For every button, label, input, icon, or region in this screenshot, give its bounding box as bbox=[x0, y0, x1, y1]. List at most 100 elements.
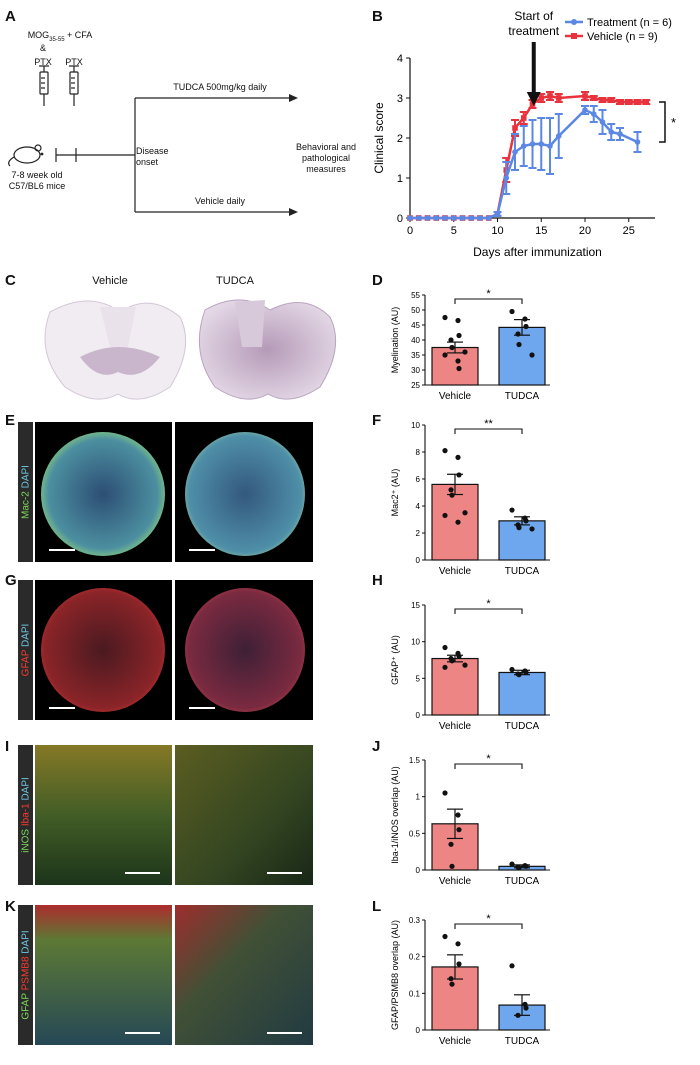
data-point bbox=[456, 653, 462, 659]
data-point bbox=[509, 861, 515, 867]
panel-label-a: A bbox=[5, 8, 16, 25]
data-point bbox=[625, 99, 632, 105]
data-point bbox=[448, 487, 454, 493]
data-point bbox=[555, 133, 562, 139]
data-point bbox=[529, 352, 535, 358]
data-point bbox=[455, 519, 461, 525]
y-tick-label: 55 bbox=[411, 291, 420, 300]
data-point bbox=[459, 215, 466, 221]
section-c-tudca-label: TUDCA bbox=[216, 275, 254, 287]
data-point bbox=[509, 507, 515, 513]
significance-star: * bbox=[671, 115, 676, 130]
micro-k-vehicle bbox=[35, 905, 172, 1045]
data-point bbox=[547, 93, 553, 99]
data-point bbox=[442, 448, 448, 454]
clinical-score-chart: 0 1 2 3 4 0 5 10 15 20 25 Days after immunization Cl… bbox=[372, 9, 676, 259]
data-point bbox=[442, 352, 448, 358]
data-point bbox=[468, 215, 475, 221]
y-tick-label: 50 bbox=[411, 306, 420, 315]
mouse-icon bbox=[8, 144, 44, 167]
data-point bbox=[455, 317, 461, 324]
x-tick-label: TUDCA bbox=[505, 391, 540, 402]
data-point bbox=[415, 215, 422, 221]
data-point bbox=[407, 215, 413, 221]
data-point bbox=[442, 215, 448, 221]
x-tick-label: 0 bbox=[407, 225, 413, 237]
significance-star: ** bbox=[484, 418, 493, 430]
ptx-label-1: PTX bbox=[34, 57, 52, 67]
y-axis-label: Iba-1/iNOS overlap (AU) bbox=[390, 766, 400, 864]
x-tick-label: Vehicle bbox=[439, 391, 472, 402]
data-point bbox=[442, 644, 448, 651]
data-point bbox=[608, 97, 615, 103]
x-tick-label: TUDCA bbox=[505, 566, 540, 577]
iba-inos-bar-chart: 0 0.5 1 1.5 Iba-1/iNOS overlap (AU) Vehicle TU… bbox=[390, 753, 550, 887]
data-point bbox=[449, 981, 455, 987]
data-point bbox=[442, 314, 448, 321]
micro-e-vehicle bbox=[35, 422, 172, 562]
data-point bbox=[494, 211, 501, 217]
x-tick-label: 10 bbox=[491, 225, 503, 237]
data-point bbox=[442, 790, 448, 796]
y-tick-label: 10 bbox=[411, 421, 420, 430]
y-tick-label: 0 bbox=[416, 556, 421, 565]
x-axis-label: Days after immunization bbox=[473, 245, 602, 259]
micro-e-tudca bbox=[175, 422, 313, 562]
data-point bbox=[582, 107, 588, 113]
panel-label-g: G bbox=[5, 572, 17, 589]
significance-star: * bbox=[486, 753, 491, 765]
stain-label-e: Mac-2 DAPI bbox=[18, 422, 33, 562]
data-point bbox=[523, 323, 529, 330]
y-tick-label: 0 bbox=[416, 1026, 421, 1035]
data-point bbox=[529, 526, 535, 532]
section-tudca-image bbox=[198, 299, 337, 400]
data-point bbox=[547, 143, 553, 149]
data-point bbox=[503, 175, 510, 181]
data-point bbox=[634, 99, 641, 105]
data-point bbox=[590, 111, 597, 117]
y-tick-label: 0 bbox=[416, 866, 421, 875]
significance-bracket bbox=[659, 101, 666, 143]
data-point bbox=[450, 215, 457, 221]
x-tick-label: 20 bbox=[579, 225, 591, 237]
significance-star: * bbox=[486, 288, 491, 300]
y-axis-label: Myelination (AU) bbox=[390, 307, 400, 374]
data-point bbox=[608, 129, 615, 135]
gfap-psmb8-bar-chart: 0 0.1 0.2 0.3 GFAP/PSMB8 overlap (AU) Vehicle… bbox=[390, 913, 550, 1047]
data-point bbox=[516, 672, 522, 678]
data-point bbox=[512, 125, 518, 131]
y-tick-label: 0.3 bbox=[409, 916, 421, 925]
data-point bbox=[512, 149, 518, 155]
panel-label-h: H bbox=[372, 572, 383, 589]
induction-amp: & bbox=[39, 43, 46, 53]
myelination-bar-chart: 25 30 35 40 45 50 55 Myelination (AU) Vehicle TUD… bbox=[390, 288, 550, 402]
legend-label-vehicle: Vehicle (n = 9) bbox=[587, 31, 658, 43]
outcome-label: Behavioral and pathological measures bbox=[295, 142, 357, 174]
micro-i-vehicle bbox=[35, 745, 172, 885]
micro-g-vehicle bbox=[35, 580, 172, 720]
data-point bbox=[455, 358, 461, 364]
y-tick-label: 4 bbox=[397, 53, 403, 65]
data-point bbox=[485, 215, 492, 221]
y-tick-label: 2 bbox=[416, 529, 421, 538]
y-tick-label: 0 bbox=[397, 213, 403, 225]
bar-tudca bbox=[498, 671, 546, 716]
y-tick-label: 0.2 bbox=[409, 953, 421, 962]
data-point bbox=[538, 141, 545, 147]
data-point bbox=[456, 472, 462, 478]
bar-vehicle bbox=[431, 657, 479, 716]
micro-g-tudca bbox=[175, 580, 313, 720]
data-point bbox=[448, 841, 454, 847]
data-point bbox=[448, 337, 454, 343]
series-line-vehicle bbox=[410, 94, 647, 220]
y-tick-label: 6 bbox=[416, 475, 421, 484]
x-tick-label: Vehicle bbox=[439, 721, 472, 732]
data-point bbox=[449, 658, 455, 664]
data-point bbox=[515, 331, 521, 337]
data-point bbox=[448, 976, 454, 982]
data-point bbox=[456, 365, 462, 372]
panel-label-b: B bbox=[372, 8, 383, 25]
y-tick-label: 1 bbox=[397, 173, 403, 185]
start-treatment-label-line2: treatment bbox=[508, 24, 559, 38]
section-c-vehicle-label: Vehicle bbox=[92, 275, 128, 287]
